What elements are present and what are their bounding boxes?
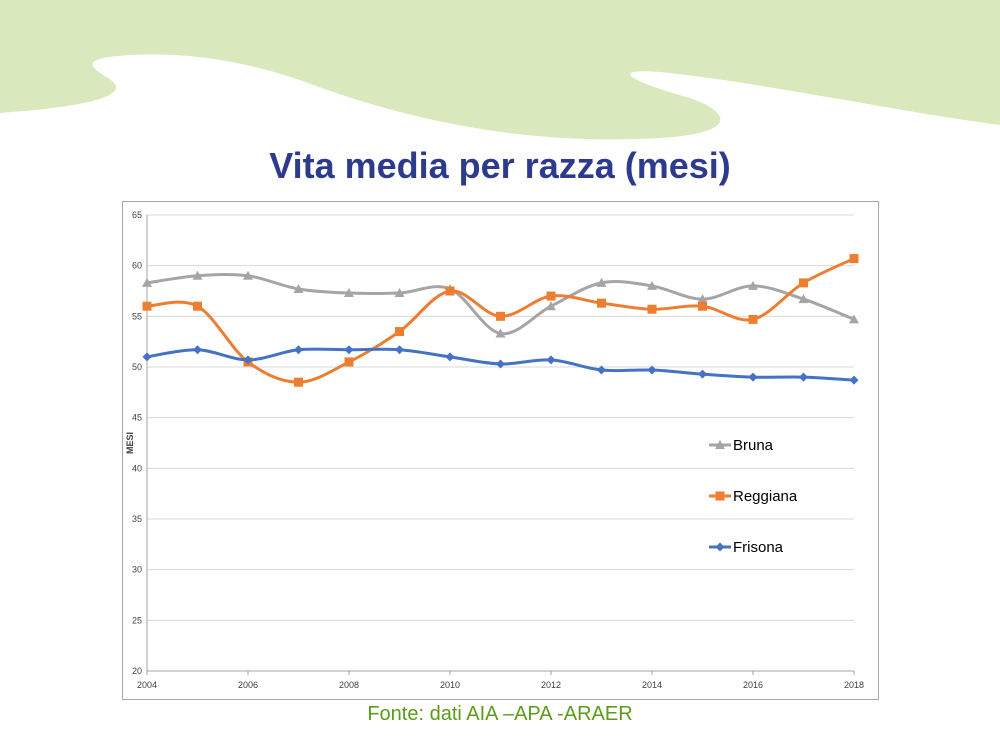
- series-bruna: [142, 270, 859, 338]
- data-point-bruna: [142, 277, 152, 287]
- data-point-reggiana: [193, 301, 202, 311]
- x-tick-label: 2004: [137, 680, 157, 690]
- series-reggiana: [142, 254, 859, 387]
- legend-label-frisona: Frisona: [733, 539, 784, 556]
- data-point-reggiana: [799, 278, 808, 288]
- slide-title: Vita media per razza (mesi): [269, 145, 731, 186]
- data-point-bruna: [546, 301, 556, 311]
- wave-shape: [0, 0, 1000, 140]
- legend-marker-frisona: [715, 542, 725, 552]
- y-tick-label: 40: [132, 463, 142, 473]
- data-point-bruna: [243, 270, 253, 280]
- x-tick-label: 2014: [642, 680, 662, 690]
- data-point-bruna: [596, 277, 607, 287]
- source-note: Fonte: dati AIA –APA -ARAER: [367, 703, 633, 725]
- data-point-frisona: [698, 369, 707, 379]
- data-point-bruna: [798, 294, 809, 304]
- data-point-frisona: [142, 352, 152, 362]
- y-tick-label: 50: [132, 362, 142, 372]
- x-tick-label: 2016: [743, 680, 763, 690]
- y-axis-label: MESI: [125, 432, 135, 454]
- data-point-reggiana: [445, 286, 455, 296]
- data-point-frisona: [243, 355, 253, 365]
- legend: Bruna Reggiana Frisona: [709, 437, 798, 556]
- data-point-reggiana: [294, 377, 303, 387]
- data-point-frisona: [496, 359, 505, 369]
- y-tick-label: 35: [132, 514, 142, 524]
- y-tick-label: 45: [132, 413, 142, 423]
- data-point-reggiana: [647, 304, 657, 314]
- legend-item-bruna: Bruna: [709, 437, 774, 454]
- x-tick-label: 2018: [844, 680, 864, 690]
- background-wave: [0, 0, 1000, 140]
- y-tick-label: 30: [132, 565, 142, 575]
- data-point-bruna: [697, 294, 708, 304]
- legend-marker-reggiana: [715, 491, 725, 501]
- y-tick-label: 65: [132, 210, 142, 220]
- series-line-bruna: [146, 273, 855, 336]
- line-chart: 20 25 30 35 40 45 50 55 60 65 2004 2006 2008 2010 2012…: [125, 210, 864, 690]
- y-tick-label: 60: [132, 261, 142, 271]
- data-point-bruna: [748, 280, 758, 290]
- data-point-frisona: [849, 375, 859, 385]
- data-point-bruna: [293, 283, 304, 293]
- data-point-frisona: [193, 345, 202, 355]
- data-point-bruna: [495, 328, 506, 338]
- data-point-frisona: [748, 372, 758, 382]
- data-point-frisona: [597, 365, 606, 375]
- data-point-bruna: [647, 280, 657, 290]
- y-tick-label: 25: [132, 615, 142, 625]
- data-point-bruna: [192, 270, 203, 280]
- data-point-frisona: [395, 345, 404, 355]
- y-tick-label: 20: [132, 666, 142, 676]
- legend-marker-bruna: [715, 440, 725, 449]
- data-point-frisona: [344, 345, 354, 355]
- data-point-reggiana: [748, 314, 758, 324]
- data-point-reggiana: [698, 301, 707, 311]
- data-point-frisona: [294, 345, 303, 355]
- data-point-reggiana: [849, 254, 859, 264]
- data-point-reggiana: [496, 311, 505, 321]
- data-point-reggiana: [142, 301, 152, 311]
- data-point-frisona: [799, 372, 808, 382]
- legend-item-frisona: Frisona: [709, 539, 784, 556]
- legend-label-bruna: Bruna: [733, 437, 774, 454]
- data-point-bruna: [849, 314, 859, 324]
- series-frisona: [142, 345, 859, 385]
- legend-label-reggiana: Reggiana: [733, 488, 798, 505]
- chart-area: 20 25 30 35 40 45 50 55 60 65 2004 2006 2008 2010 2012…: [122, 201, 879, 700]
- y-tick-label: 55: [132, 311, 142, 321]
- data-point-frisona: [546, 355, 556, 365]
- data-point-bruna: [394, 288, 405, 298]
- data-point-frisona: [445, 352, 455, 362]
- data-point-reggiana: [546, 291, 556, 301]
- data-point-reggiana: [344, 357, 354, 367]
- data-point-bruna: [344, 288, 354, 298]
- data-point-reggiana: [395, 327, 404, 337]
- data-point-frisona: [647, 365, 657, 375]
- x-tick-label: 2010: [440, 680, 460, 690]
- legend-item-reggiana: Reggiana: [709, 488, 798, 505]
- x-tick-label: 2008: [339, 680, 359, 690]
- data-point-reggiana: [597, 298, 606, 308]
- x-tick-label: 2006: [238, 680, 258, 690]
- x-tick-label: 2012: [541, 680, 561, 690]
